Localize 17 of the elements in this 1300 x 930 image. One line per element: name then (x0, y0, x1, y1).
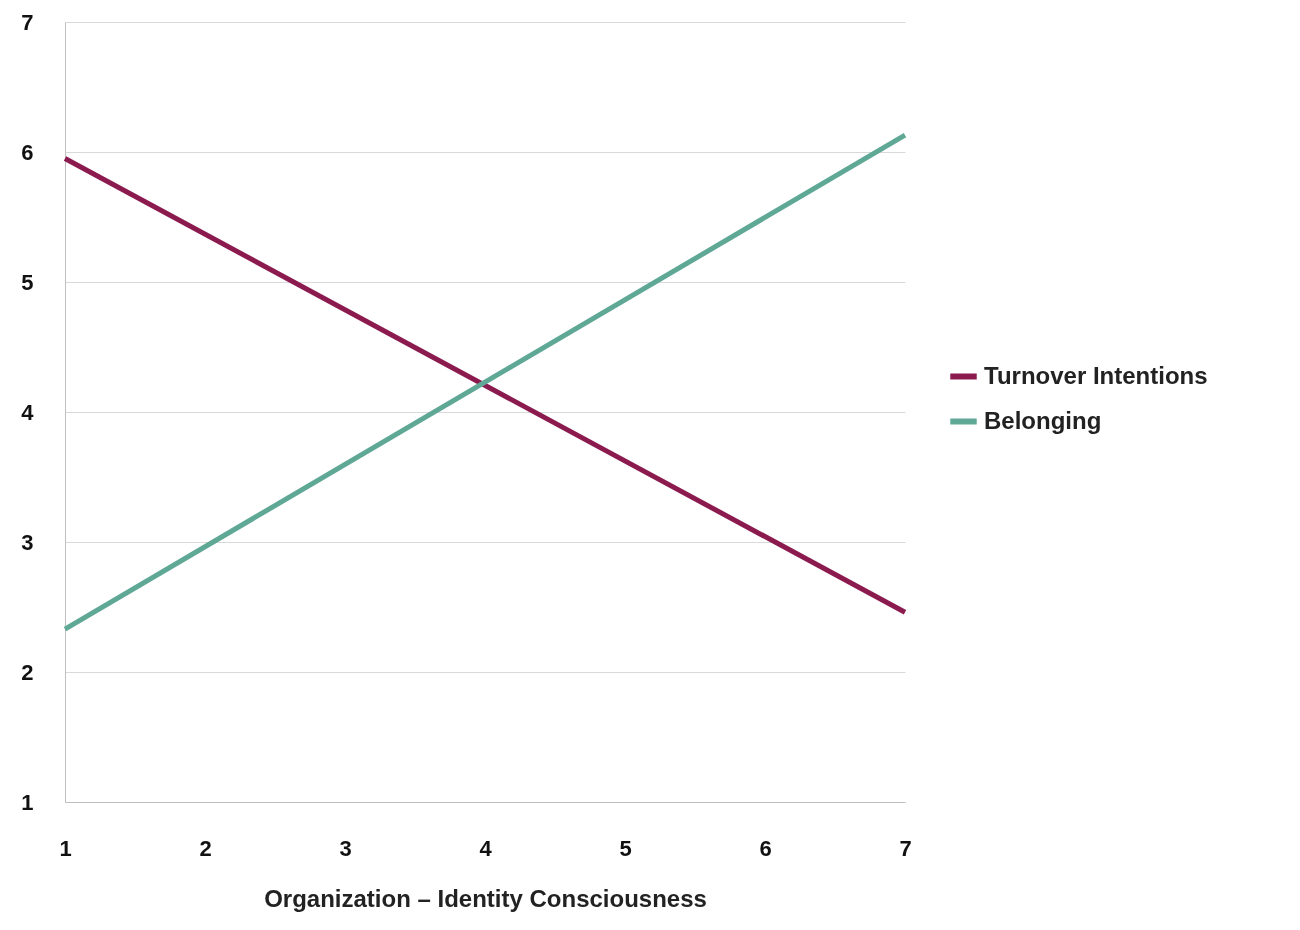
x-tick-label: 3 (339, 835, 352, 861)
x-tick-label: 4 (479, 835, 493, 861)
x-tick-label: 7 (899, 835, 912, 861)
y-tick-label: 5 (21, 269, 34, 295)
y-tick-label: 4 (21, 399, 35, 425)
legend-label: Turnover Intentions (984, 361, 1208, 389)
y-tick-label: 3 (21, 529, 34, 555)
x-tick-label: 1 (59, 835, 72, 861)
y-tick-label: 7 (21, 9, 34, 35)
x-tick-label: 6 (759, 835, 772, 861)
y-tick-label: 6 (21, 139, 34, 165)
x-axis-title: Organization – Identity Consciousness (264, 884, 707, 912)
x-tick-label: 5 (619, 835, 632, 861)
x-tick-label: 2 (199, 835, 212, 861)
y-tick-label: 2 (21, 659, 34, 685)
legend-label: Belonging (984, 406, 1102, 434)
y-tick-label: 1 (21, 789, 34, 815)
